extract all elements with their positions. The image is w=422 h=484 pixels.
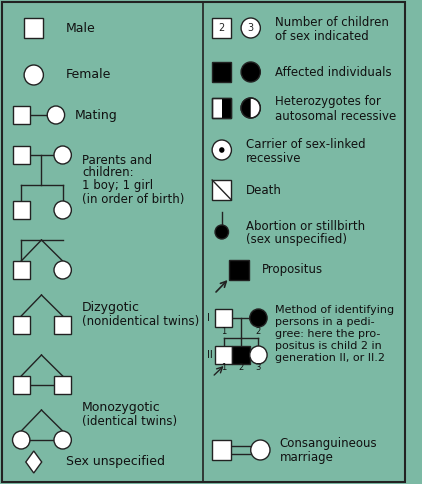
Text: positus is child 2 in: positus is child 2 in [275, 341, 381, 351]
Text: Monozygotic: Monozygotic [82, 402, 161, 414]
Text: Male: Male [65, 21, 95, 34]
Text: Propositus: Propositus [262, 263, 323, 276]
Text: (nonidentical twins): (nonidentical twins) [82, 316, 199, 329]
Bar [13, 146, 30, 164]
Bar [212, 180, 231, 200]
Text: generation II, or II.2: generation II, or II.2 [275, 353, 385, 363]
Text: Consanguineous: Consanguineous [280, 438, 377, 451]
Bar [212, 98, 231, 118]
Text: 3: 3 [248, 23, 254, 33]
Circle shape [251, 440, 270, 460]
Circle shape [24, 65, 43, 85]
Text: 1 boy; 1 girl: 1 boy; 1 girl [82, 180, 153, 193]
Text: Number of children: Number of children [275, 15, 389, 29]
Text: persons in a pedi-: persons in a pedi- [275, 317, 374, 327]
Circle shape [54, 146, 71, 164]
Text: gree: here the pro-: gree: here the pro- [275, 329, 380, 339]
Circle shape [250, 309, 267, 327]
Text: 2: 2 [219, 23, 225, 33]
Text: Carrier of sex-linked: Carrier of sex-linked [246, 137, 365, 151]
Text: (sex unspecified): (sex unspecified) [246, 233, 347, 246]
Bar [212, 62, 231, 82]
Text: Dizygotic: Dizygotic [82, 302, 140, 315]
Bar [230, 260, 249, 280]
Text: 2: 2 [238, 363, 243, 373]
Text: 1: 1 [221, 327, 226, 335]
Circle shape [215, 225, 229, 239]
Text: Method of identifying: Method of identifying [275, 305, 394, 315]
Text: 1: 1 [221, 363, 226, 373]
Text: of sex indicated: of sex indicated [275, 30, 368, 43]
Wedge shape [241, 98, 251, 118]
Circle shape [13, 431, 30, 449]
Bar [215, 346, 233, 364]
Bar [13, 106, 30, 124]
Bar [212, 18, 231, 38]
Text: (in order of birth): (in order of birth) [82, 193, 184, 206]
Text: Abortion or stillbirth: Abortion or stillbirth [246, 220, 365, 232]
Text: marriage: marriage [280, 452, 333, 465]
Text: recessive: recessive [246, 151, 301, 165]
Bar [54, 316, 71, 334]
Circle shape [241, 98, 260, 118]
Circle shape [54, 431, 71, 449]
Text: Sex unspecified: Sex unspecified [65, 455, 165, 469]
Bar [212, 440, 231, 460]
Circle shape [250, 346, 267, 364]
Bar [13, 376, 30, 394]
Text: Affected individuals: Affected individuals [275, 65, 392, 78]
Bar [215, 309, 233, 327]
Bar [13, 201, 30, 219]
Circle shape [54, 201, 71, 219]
Text: Heterozygotes for: Heterozygotes for [275, 95, 381, 108]
Text: children:: children: [82, 166, 134, 180]
Polygon shape [26, 451, 42, 473]
Text: 3: 3 [256, 363, 261, 373]
Circle shape [241, 62, 260, 82]
Bar [212, 98, 231, 118]
Circle shape [219, 147, 225, 153]
Text: Death: Death [246, 183, 282, 197]
Text: 2: 2 [256, 327, 261, 335]
Bar [13, 316, 30, 334]
Circle shape [47, 106, 65, 124]
Text: I: I [207, 313, 210, 323]
Bar [222, 98, 231, 118]
Bar [24, 18, 43, 38]
Bar [54, 376, 71, 394]
Circle shape [212, 140, 231, 160]
Circle shape [241, 18, 260, 38]
Text: (identical twins): (identical twins) [82, 415, 177, 428]
Bar [233, 346, 250, 364]
Text: II: II [207, 350, 213, 360]
Bar [13, 261, 30, 279]
Text: autosomal recessive: autosomal recessive [275, 109, 396, 122]
Circle shape [54, 261, 71, 279]
Text: Female: Female [65, 69, 111, 81]
Text: Mating: Mating [75, 108, 118, 121]
Text: Parents and: Parents and [82, 153, 152, 166]
